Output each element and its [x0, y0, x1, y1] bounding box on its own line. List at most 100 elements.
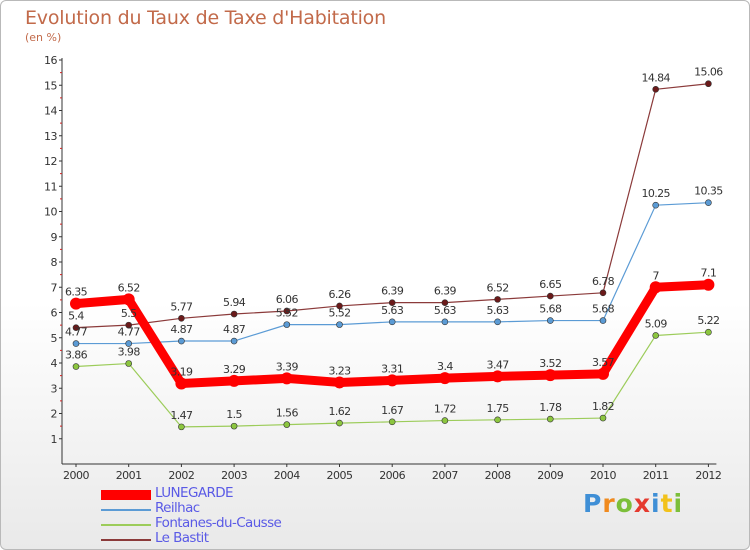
data-point — [546, 292, 554, 300]
x-tick-label: 2001 — [116, 469, 142, 482]
data-label: 10.25 — [641, 187, 670, 200]
y-tick-label: 5 — [51, 332, 58, 345]
data-point — [230, 310, 238, 318]
y-tick-label: 13 — [44, 130, 57, 143]
data-label: 5.77 — [170, 300, 193, 313]
x-tick-label: 2000 — [63, 469, 89, 482]
data-point — [441, 318, 449, 326]
data-point — [494, 318, 501, 326]
data-label: 6.65 — [539, 278, 562, 291]
legend-label: Reilhac — [155, 500, 200, 516]
data-label: 5.68 — [592, 303, 615, 316]
data-label: 1.67 — [381, 404, 404, 417]
data-point — [599, 289, 607, 297]
data-label: 5.4 — [68, 310, 84, 323]
data-label: 7 — [652, 269, 659, 282]
data-point — [388, 299, 396, 306]
data-label: 6.39 — [434, 285, 457, 298]
data-point — [388, 418, 396, 426]
data-label: 1.47 — [170, 409, 193, 422]
data-point — [228, 374, 241, 387]
data-label: 4.87 — [223, 323, 246, 336]
logo-letter: o — [615, 489, 634, 518]
x-tick-label: 2009 — [537, 469, 563, 482]
data-point — [280, 372, 293, 385]
data-label: 6.78 — [592, 275, 615, 288]
logo-letter: P — [583, 489, 603, 518]
y-tick-label: 7 — [51, 281, 58, 294]
data-label: 10.35 — [694, 185, 723, 198]
data-label: 4.77 — [65, 326, 88, 339]
data-label: 3.39 — [276, 360, 299, 373]
data-point — [649, 281, 662, 294]
data-point — [283, 321, 291, 328]
y-tick-label: 1 — [51, 433, 58, 446]
data-point — [652, 201, 660, 209]
y-tick-label: 14 — [44, 105, 57, 118]
data-point — [652, 85, 660, 93]
data-label: 5.52 — [276, 307, 298, 320]
data-point — [283, 307, 291, 315]
y-tick-label: 6 — [51, 307, 58, 320]
legend-item-le-bastit: Le Bastit — [101, 530, 361, 547]
data-label: 5.52 — [328, 307, 350, 320]
data-point — [546, 317, 554, 324]
x-tick-label: 2011 — [643, 469, 669, 482]
y-tick-label: 15 — [44, 79, 57, 92]
logo-letter: i — [651, 489, 661, 518]
data-point — [230, 422, 238, 430]
data-label: 3.4 — [437, 360, 453, 373]
proxiti-logo: Proxiti — [583, 489, 683, 518]
legend-label: Le Bastit — [155, 530, 209, 546]
data-label: 5.09 — [645, 317, 668, 330]
data-point — [705, 328, 712, 336]
logo-letter: r — [602, 489, 616, 518]
data-label: 3.52 — [539, 357, 561, 370]
data-label: 5.68 — [539, 303, 562, 316]
data-label: 3.31 — [381, 362, 403, 375]
data-point — [599, 317, 607, 324]
x-tick-label: 2008 — [485, 469, 511, 482]
data-point — [544, 369, 557, 382]
data-label: 5.63 — [434, 304, 457, 317]
data-label: 5.5 — [121, 307, 137, 320]
data-point — [283, 421, 291, 428]
data-label: 5.63 — [381, 304, 404, 317]
data-label: 6.52 — [118, 281, 140, 294]
x-tick-label: 2006 — [379, 469, 405, 482]
data-label: 3.57 — [592, 356, 615, 369]
data-label: 3.98 — [118, 346, 141, 359]
data-label: 3.19 — [170, 365, 193, 378]
data-point — [388, 318, 396, 326]
legend-swatch — [101, 490, 151, 500]
legend-swatch — [101, 539, 151, 541]
data-point — [70, 297, 82, 310]
data-label: 1.56 — [276, 407, 299, 420]
y-tick-label: 3 — [51, 382, 58, 395]
y-tick-label: 11 — [44, 180, 57, 193]
x-tick-label: 2010 — [590, 469, 616, 482]
data-label: 3.29 — [223, 363, 246, 376]
data-point — [178, 423, 185, 431]
data-point — [125, 360, 132, 367]
chart-subtitle: (en %) — [25, 31, 62, 44]
data-label: 14.84 — [641, 71, 670, 84]
legend-label: LUNEGARDE — [155, 485, 234, 501]
data-point — [599, 414, 607, 422]
data-label: 1.75 — [487, 402, 510, 415]
data-point — [597, 367, 609, 380]
data-label: 6.52 — [487, 281, 509, 294]
data-label: 3.47 — [487, 358, 510, 371]
y-tick-label: 10 — [44, 206, 57, 219]
legend-item-reilhac: Reilhac — [101, 500, 361, 517]
data-label: 15.06 — [694, 66, 723, 79]
data-label: 5.63 — [487, 304, 510, 317]
data-point — [122, 293, 135, 306]
y-tick-label: 16 — [44, 54, 57, 67]
data-point — [494, 416, 501, 424]
data-label: 1.78 — [539, 401, 562, 414]
data-label: 6.39 — [381, 285, 404, 298]
legend-item-fontanes-du-causse: Fontanes-du-Causse — [101, 515, 361, 532]
